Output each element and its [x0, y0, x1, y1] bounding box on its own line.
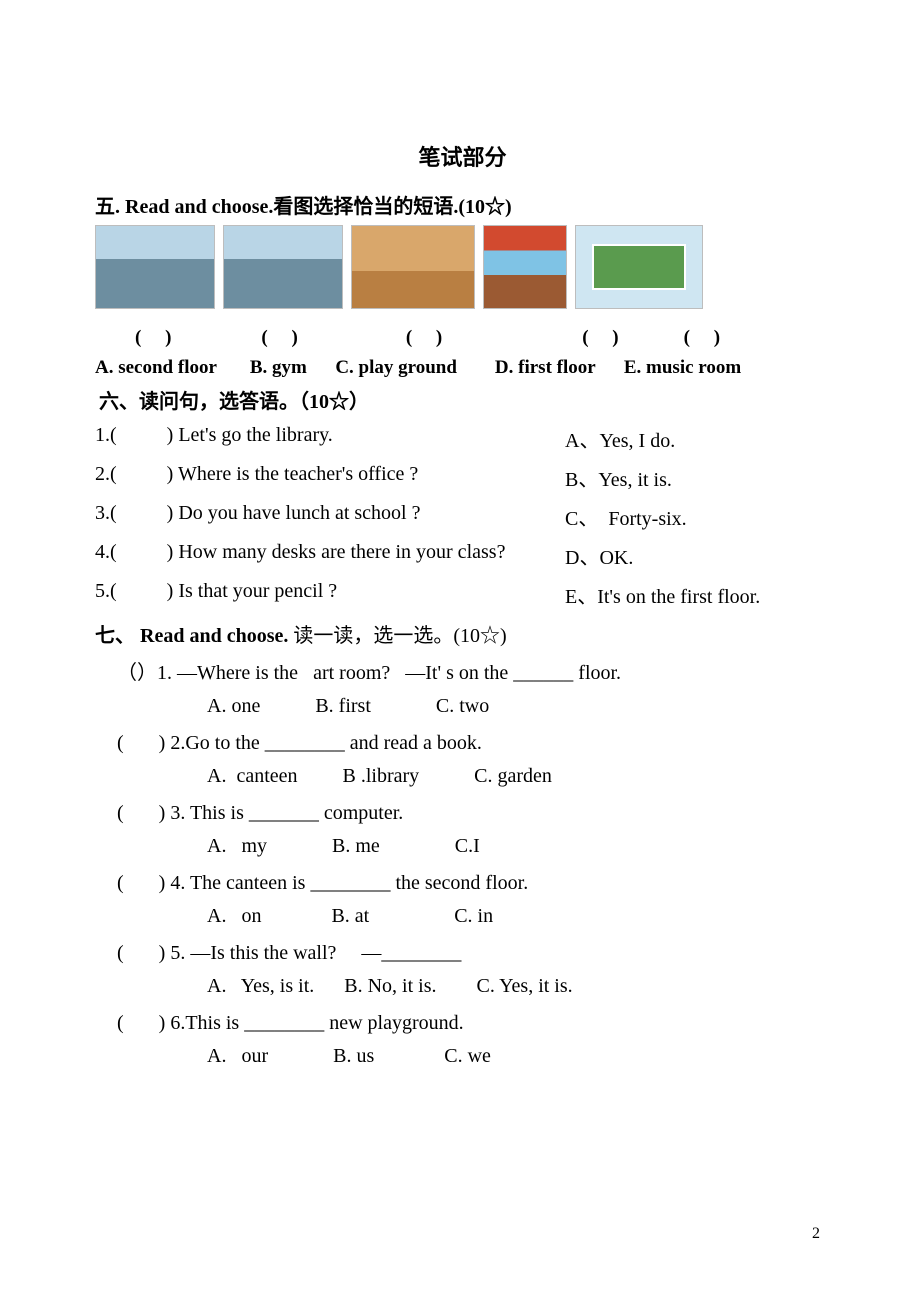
q7-5: ( ) 5. —Is this the wall? —________: [117, 942, 830, 965]
qa-question-2: 2.( ) Where is the teacher's office ?: [95, 463, 565, 492]
qa-row-5: 5.( ) Is that your pencil ? E、It's on th…: [95, 580, 830, 609]
qa-answer-d: D、OK.: [565, 541, 830, 570]
section-5-answer-blanks: ( ) ( ) ( ) ( ) ( ): [95, 327, 830, 349]
section-7-heading-bold: 七、 Read and choose.: [95, 625, 288, 647]
option-e: E. music room: [624, 357, 741, 378]
qa-answer-b: B、Yes, it is.: [565, 463, 830, 492]
qa-answer-a: A、Yes, I do.: [565, 424, 830, 453]
image-thumbnail-3: [351, 225, 475, 309]
option-b: B. gym: [250, 357, 307, 378]
option-c: C. play ground: [335, 357, 457, 378]
worksheet-page: 笔试部分 五. Read and choose.看图选择恰当的短语.(10☆) …: [0, 0, 920, 1299]
option-d: D. first floor: [495, 357, 595, 378]
qa-answer-c: C、 Forty-six.: [565, 502, 830, 531]
image-thumbnail-4: [483, 225, 567, 309]
qa-row-2: 2.( ) Where is the teacher's office ? B、…: [95, 463, 830, 492]
q7-2-opts: A. canteen B .library C. garden: [207, 765, 830, 788]
section-5-images: [95, 225, 830, 309]
section-7-heading-rest: 读一读，选一选。(10☆): [288, 625, 506, 647]
image-thumbnail-2: [223, 225, 343, 309]
q7-5-opts: A. Yes, is it. B. No, it is. C. Yes, it …: [207, 975, 830, 998]
image-thumbnail-5: [575, 225, 703, 309]
blank-5[interactable]: ( ): [684, 327, 720, 349]
q7-6: ( ) 6.This is ________ new playground.: [117, 1012, 830, 1035]
page-title: 笔试部分: [95, 140, 830, 172]
q7-3-opts: A. my B. me C.I: [207, 835, 830, 858]
image-thumbnail-1: [95, 225, 215, 309]
q7-2: ( ) 2.Go to the ________ and read a book…: [117, 732, 830, 755]
q7-3: ( ) 3. This is _______ computer.: [117, 802, 830, 825]
q7-1-opts: A. one B. first C. two: [207, 695, 830, 718]
page-number: 2: [812, 1225, 820, 1243]
section-5-heading: 五. Read and choose.看图选择恰当的短语.(10☆): [95, 190, 830, 219]
qa-question-1: 1.( ) Let's go the library.: [95, 424, 565, 453]
blank-4[interactable]: ( ): [582, 327, 618, 349]
qa-row-3: 3.( ) Do you have lunch at school ? C、 F…: [95, 502, 830, 531]
qa-question-5: 5.( ) Is that your pencil ?: [95, 580, 565, 609]
q7-1: （）1. —Where is the art room? —It' s on t…: [117, 656, 830, 685]
qa-question-4: 4.( ) How many desks are there in your c…: [95, 541, 565, 570]
blank-2[interactable]: ( ): [261, 327, 297, 349]
section-6-heading: 六、读问句，选答语。（10☆）: [99, 385, 830, 414]
section-7-heading: 七、 Read and choose. 读一读，选一选。(10☆): [95, 619, 830, 648]
option-a: A. second floor: [95, 357, 217, 378]
section-5-options: A. second floor B. gym C. play ground D.…: [95, 357, 830, 379]
q7-6-opts: A. our B. us C. we: [207, 1045, 830, 1068]
qa-row-4: 4.( ) How many desks are there in your c…: [95, 541, 830, 570]
qa-row-1: 1.( ) Let's go the library. A、Yes, I do.: [95, 424, 830, 453]
q7-4-opts: A. on B. at C. in: [207, 905, 830, 928]
qa-question-3: 3.( ) Do you have lunch at school ?: [95, 502, 565, 531]
q7-4: ( ) 4. The canteen is ________ the secon…: [117, 872, 830, 895]
blank-1[interactable]: ( ): [135, 327, 171, 349]
qa-answer-e: E、It's on the first floor.: [565, 580, 830, 609]
blank-3[interactable]: ( ): [406, 327, 442, 349]
